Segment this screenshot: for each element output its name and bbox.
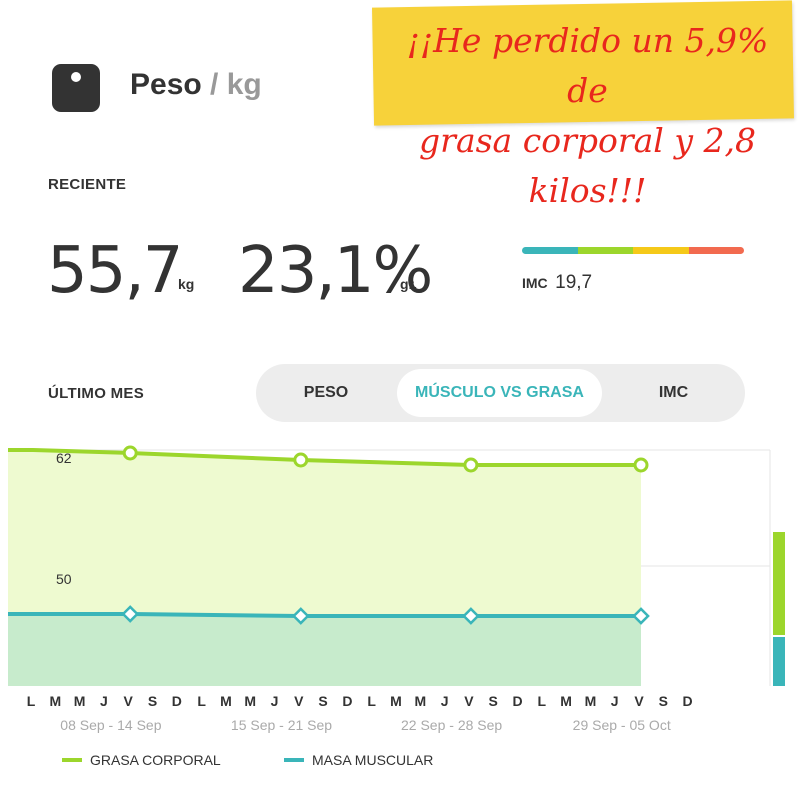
x-day-label: V (294, 693, 304, 709)
title-unit: kg (226, 68, 262, 101)
x-day-label: J (271, 693, 279, 709)
weight-unit: kg (178, 276, 195, 292)
x-day-label: J (611, 693, 619, 709)
recent-label: RECIENTE (48, 176, 127, 193)
x-day-label: M (220, 693, 232, 709)
x-day-label: M (74, 693, 86, 709)
legend-label-fat: GRASA CORPORAL (90, 752, 221, 768)
fat-series-line (8, 448, 641, 467)
banner-line-2: grasa corporal y 2,8 kilos!!! (419, 121, 756, 210)
x-day-label: V (124, 693, 134, 709)
chart-tabs: PESO MÚSCULO VS GRASA IMC (256, 364, 745, 422)
fat-unit: gr. (400, 276, 418, 292)
y-tick-label: 62 (56, 450, 72, 466)
x-day-label: L (538, 693, 547, 709)
x-day-label: M (390, 693, 402, 709)
legend-swatch-muscle (284, 758, 304, 762)
x-day-label: L (367, 693, 376, 709)
x-week-label: 29 Sep - 05 Oct (573, 717, 671, 733)
fat-point (633, 457, 649, 473)
y-tick-label: 50 (56, 571, 72, 587)
imc-scale-bar (522, 247, 744, 254)
x-week-label: 08 Sep - 14 Sep (60, 717, 161, 733)
tab-musculo-vs-grasa[interactable]: MÚSCULO VS GRASA (397, 369, 602, 417)
legend-item-fat: GRASA CORPORAL (62, 752, 221, 768)
fat-point (463, 457, 479, 473)
x-day-label: D (683, 693, 693, 709)
legend-label-muscle: MASA MUSCULAR (312, 752, 434, 768)
muscle-point (462, 607, 480, 625)
fat-range-bar (773, 532, 785, 635)
x-day-label: M (560, 693, 572, 709)
x-week-label: 15 Sep - 21 Sep (231, 717, 332, 733)
banner-line-1: ¡¡He perdido un 5,9% de (406, 21, 769, 110)
muscle-point (291, 607, 310, 625)
legend-item-muscle: MASA MUSCULAR (284, 752, 433, 768)
imc-readout: IMC 19,7 (522, 272, 592, 294)
tab-imc[interactable]: IMC (658, 384, 689, 401)
title-separator: / (201, 68, 227, 101)
fat-area (8, 450, 641, 616)
x-day-label: S (489, 693, 498, 709)
x-day-label: D (512, 693, 522, 709)
fat-value: 23,1% (238, 234, 433, 308)
muscle-point (632, 607, 650, 625)
tab-peso[interactable]: PESO (303, 384, 349, 401)
x-day-label: M (414, 693, 426, 709)
fat-point (293, 452, 309, 468)
muscle-range-bar (773, 637, 785, 686)
muscle-series-line (8, 612, 641, 618)
promo-banner-text: ¡¡He perdido un 5,9% de grasa corporal y… (385, 16, 790, 216)
x-day-label: D (342, 693, 352, 709)
legend-swatch-fat (62, 758, 82, 762)
fat-point (122, 445, 138, 461)
period-label: ÚLTIMO MES (48, 385, 145, 402)
page-title: Peso / kg (130, 68, 262, 102)
scale-icon (52, 64, 100, 112)
x-day-label: M (244, 693, 256, 709)
imc-value: 19,7 (555, 272, 593, 293)
imc-segment (522, 247, 578, 254)
x-day-label: V (464, 693, 474, 709)
imc-segment (577, 247, 633, 254)
x-day-label: S (148, 693, 157, 709)
x-day-label: V (634, 693, 644, 709)
imc-label: IMC (522, 275, 548, 291)
title-text: Peso (130, 68, 202, 101)
x-day-label: L (27, 693, 36, 709)
x-day-label: J (441, 693, 449, 709)
x-day-label: J (100, 693, 108, 709)
x-day-label: S (659, 693, 668, 709)
x-day-label: L (197, 693, 206, 709)
x-week-label: 22 Sep - 28 Sep (401, 717, 502, 733)
imc-segment (633, 247, 689, 254)
weight-value: 55,7 (47, 234, 183, 308)
x-day-label: M (585, 693, 597, 709)
muscle-point (121, 605, 140, 623)
muscle-area (8, 614, 641, 686)
x-day-label: M (49, 693, 61, 709)
imc-segment (688, 247, 744, 254)
x-day-label: D (172, 693, 182, 709)
x-day-label: S (318, 693, 327, 709)
